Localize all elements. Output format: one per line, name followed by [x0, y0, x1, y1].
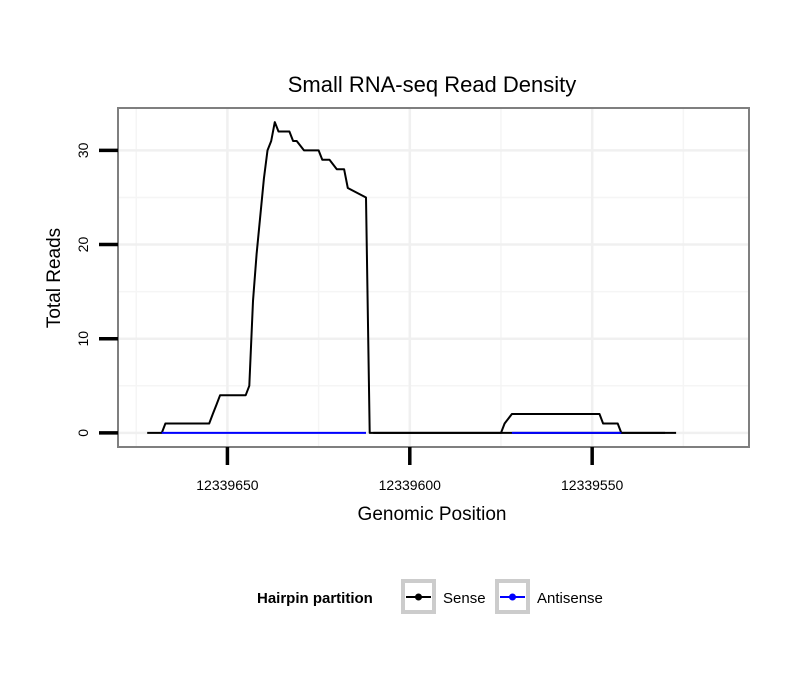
x-tick-label: 12339550 — [561, 477, 624, 493]
series-line-sense — [373, 413, 666, 434]
grid — [118, 108, 749, 447]
legend-title: Hairpin partition — [257, 590, 373, 607]
plot-panel — [117, 107, 750, 448]
x-tick-label: 12339650 — [196, 477, 259, 493]
panel-border — [117, 107, 750, 448]
legend-item-sense: Sense — [401, 579, 486, 614]
y-axis-title: Total Reads — [44, 228, 65, 328]
y-tick-label: 10 — [75, 331, 91, 347]
legend-point-sense — [415, 593, 422, 601]
x-tick-label: 12339600 — [379, 477, 442, 493]
series-layer — [147, 121, 677, 434]
chart-title: Small RNA-seq Read Density — [288, 72, 577, 97]
x-axis-title: Genomic Position — [358, 504, 507, 525]
legend-label-sense: Sense — [443, 590, 486, 607]
y-tick-label: 20 — [75, 237, 91, 253]
legend-item-antisense: Antisense — [495, 579, 603, 614]
legend: Hairpin partition Sense Antisense — [257, 579, 603, 614]
x-axis: 12339650 12339600 12339550 — [196, 447, 624, 493]
legend-label-antisense: Antisense — [537, 590, 603, 607]
y-axis: 0 10 20 30 — [75, 142, 118, 437]
panel-background — [118, 108, 749, 447]
y-tick-label: 30 — [75, 142, 91, 158]
legend-point-antisense — [509, 593, 516, 601]
y-tick-label: 0 — [75, 429, 91, 437]
